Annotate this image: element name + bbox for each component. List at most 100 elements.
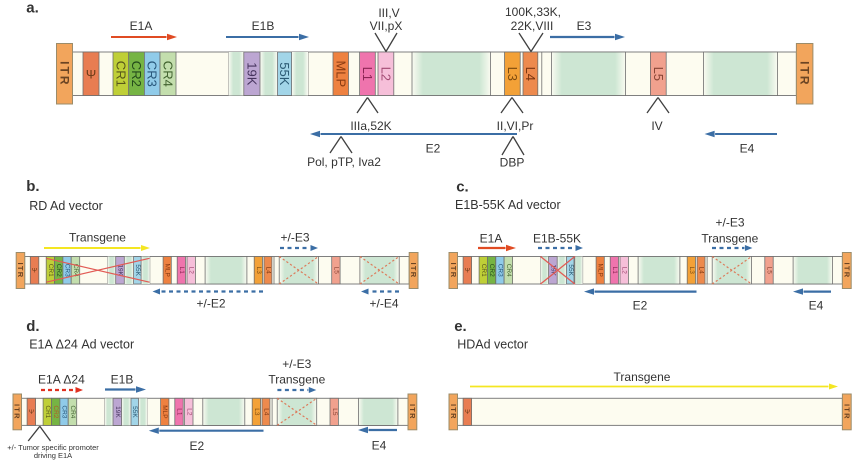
svg-text:E1A Δ24: E1A Δ24	[38, 373, 85, 387]
svg-text:CR4: CR4	[505, 264, 512, 277]
svg-text:Ψ: Ψ	[29, 409, 34, 416]
svg-text:L4: L4	[523, 67, 538, 81]
svg-text:CR3: CR3	[496, 264, 503, 277]
svg-text:E2: E2	[633, 299, 648, 313]
svg-text:CR1: CR1	[44, 405, 51, 418]
svg-text:E1B: E1B	[252, 19, 275, 33]
svg-text:CR1: CR1	[480, 264, 487, 277]
svg-text:d.: d.	[26, 318, 39, 335]
svg-text:CR3: CR3	[145, 61, 160, 87]
svg-text:L3: L3	[255, 267, 262, 275]
svg-text:+/-E3: +/-E3	[280, 231, 309, 245]
svg-text:E1B-55K: E1B-55K	[533, 232, 581, 246]
svg-text:22K,VIII: 22K,VIII	[511, 19, 554, 33]
svg-text:L4: L4	[698, 267, 705, 275]
svg-text:ITR: ITR	[449, 404, 458, 420]
svg-text:c.: c.	[456, 178, 469, 195]
svg-text:e.: e.	[454, 318, 467, 335]
svg-text:CR3: CR3	[61, 405, 68, 418]
svg-text:CR2: CR2	[55, 264, 62, 277]
svg-text:L1: L1	[360, 67, 375, 81]
svg-text:E1A Δ24 Ad vector: E1A Δ24 Ad vector	[29, 337, 134, 351]
svg-text:E2: E2	[426, 142, 441, 156]
svg-text:MLP: MLP	[333, 60, 348, 87]
svg-text:E1A: E1A	[130, 19, 153, 33]
svg-text:IIIa,52K: IIIa,52K	[350, 119, 391, 133]
svg-text:19K: 19K	[549, 264, 556, 276]
svg-text:IV: IV	[651, 119, 662, 133]
svg-text:E4: E4	[740, 142, 755, 156]
svg-text:DBP: DBP	[500, 156, 525, 170]
svg-text:+/-E3: +/-E3	[282, 357, 311, 371]
svg-text:RD Ad vector: RD Ad vector	[29, 199, 103, 213]
svg-text:Ψ: Ψ	[465, 268, 470, 275]
svg-text:Transgene: Transgene	[268, 373, 325, 387]
svg-text:MLP: MLP	[597, 264, 604, 277]
svg-text:ITR: ITR	[409, 263, 418, 279]
svg-text:+/-E2: +/-E2	[196, 297, 225, 311]
svg-text:L3: L3	[253, 408, 260, 416]
svg-text:Ψ: Ψ	[86, 67, 96, 81]
svg-text:CR1: CR1	[113, 61, 128, 87]
svg-text:Transgene: Transgene	[69, 231, 126, 245]
svg-text:Transgene: Transgene	[701, 232, 758, 246]
svg-text:+/-E4: +/-E4	[369, 297, 398, 311]
svg-text:driving E1A: driving E1A	[34, 451, 72, 460]
svg-text:L1: L1	[178, 267, 185, 275]
svg-text:MLP: MLP	[161, 405, 168, 418]
svg-text:L2: L2	[378, 67, 393, 81]
svg-text:L1: L1	[176, 408, 183, 416]
svg-text:19K: 19K	[117, 264, 124, 276]
svg-text:Pol, pTP, Iva2: Pol, pTP, Iva2	[307, 155, 381, 169]
svg-text:CR1: CR1	[47, 264, 54, 277]
svg-text:Ψ: Ψ	[32, 268, 37, 275]
svg-text:E4: E4	[372, 439, 387, 453]
svg-text:L5: L5	[766, 267, 773, 275]
svg-text:55K: 55K	[134, 264, 141, 276]
svg-text:CR3: CR3	[64, 264, 71, 277]
svg-text:L3: L3	[688, 267, 695, 275]
svg-text:CR2: CR2	[52, 405, 59, 418]
svg-text:+/- Tumor specific promoter: +/- Tumor specific promoter	[7, 443, 99, 452]
svg-text:CR2: CR2	[488, 264, 495, 277]
svg-text:19K: 19K	[244, 62, 259, 85]
svg-text:L2: L2	[188, 267, 195, 275]
svg-text:55K: 55K	[567, 264, 574, 276]
svg-text:ITR: ITR	[58, 61, 72, 86]
svg-text:ITR: ITR	[842, 404, 851, 420]
svg-text:CR2: CR2	[129, 61, 144, 87]
svg-text:100K,33K,: 100K,33K,	[505, 5, 561, 19]
svg-text:E1B-55K Ad vector: E1B-55K Ad vector	[455, 198, 561, 212]
svg-text:Transgene: Transgene	[614, 370, 671, 384]
svg-text:CR4: CR4	[69, 405, 76, 418]
svg-text:Ψ: Ψ	[465, 409, 470, 416]
svg-text:55K: 55K	[277, 62, 292, 85]
svg-text:E1B: E1B	[111, 373, 134, 387]
svg-text:E3: E3	[577, 19, 592, 33]
svg-text:L2: L2	[185, 408, 192, 416]
svg-text:CR4: CR4	[161, 61, 176, 87]
svg-text:L5: L5	[332, 267, 339, 275]
svg-text:HDAd vector: HDAd vector	[457, 337, 528, 351]
svg-text:L4: L4	[264, 267, 271, 275]
svg-text:55K: 55K	[131, 406, 138, 418]
svg-text:L3: L3	[505, 67, 520, 81]
svg-text:ITR: ITR	[16, 263, 25, 279]
svg-text:CR4: CR4	[72, 264, 79, 277]
svg-text:b.: b.	[26, 178, 39, 195]
svg-text:a.: a.	[26, 0, 39, 17]
svg-text:L5: L5	[651, 67, 666, 81]
svg-text:ITR: ITR	[842, 263, 851, 279]
svg-text:19K: 19K	[114, 406, 121, 418]
svg-text:L2: L2	[621, 267, 628, 275]
svg-text:E4: E4	[809, 299, 824, 313]
svg-text:ITR: ITR	[13, 404, 22, 420]
svg-text:E1A: E1A	[480, 232, 503, 246]
svg-text:III,V: III,V	[378, 6, 399, 20]
svg-text:L1: L1	[611, 267, 618, 275]
svg-text:ITR: ITR	[408, 404, 417, 420]
svg-text:E2: E2	[189, 439, 204, 453]
svg-text:+/-E3: +/-E3	[715, 216, 744, 230]
svg-text:ITR: ITR	[449, 263, 458, 279]
svg-text:II,VI,Pr: II,VI,Pr	[497, 119, 534, 133]
